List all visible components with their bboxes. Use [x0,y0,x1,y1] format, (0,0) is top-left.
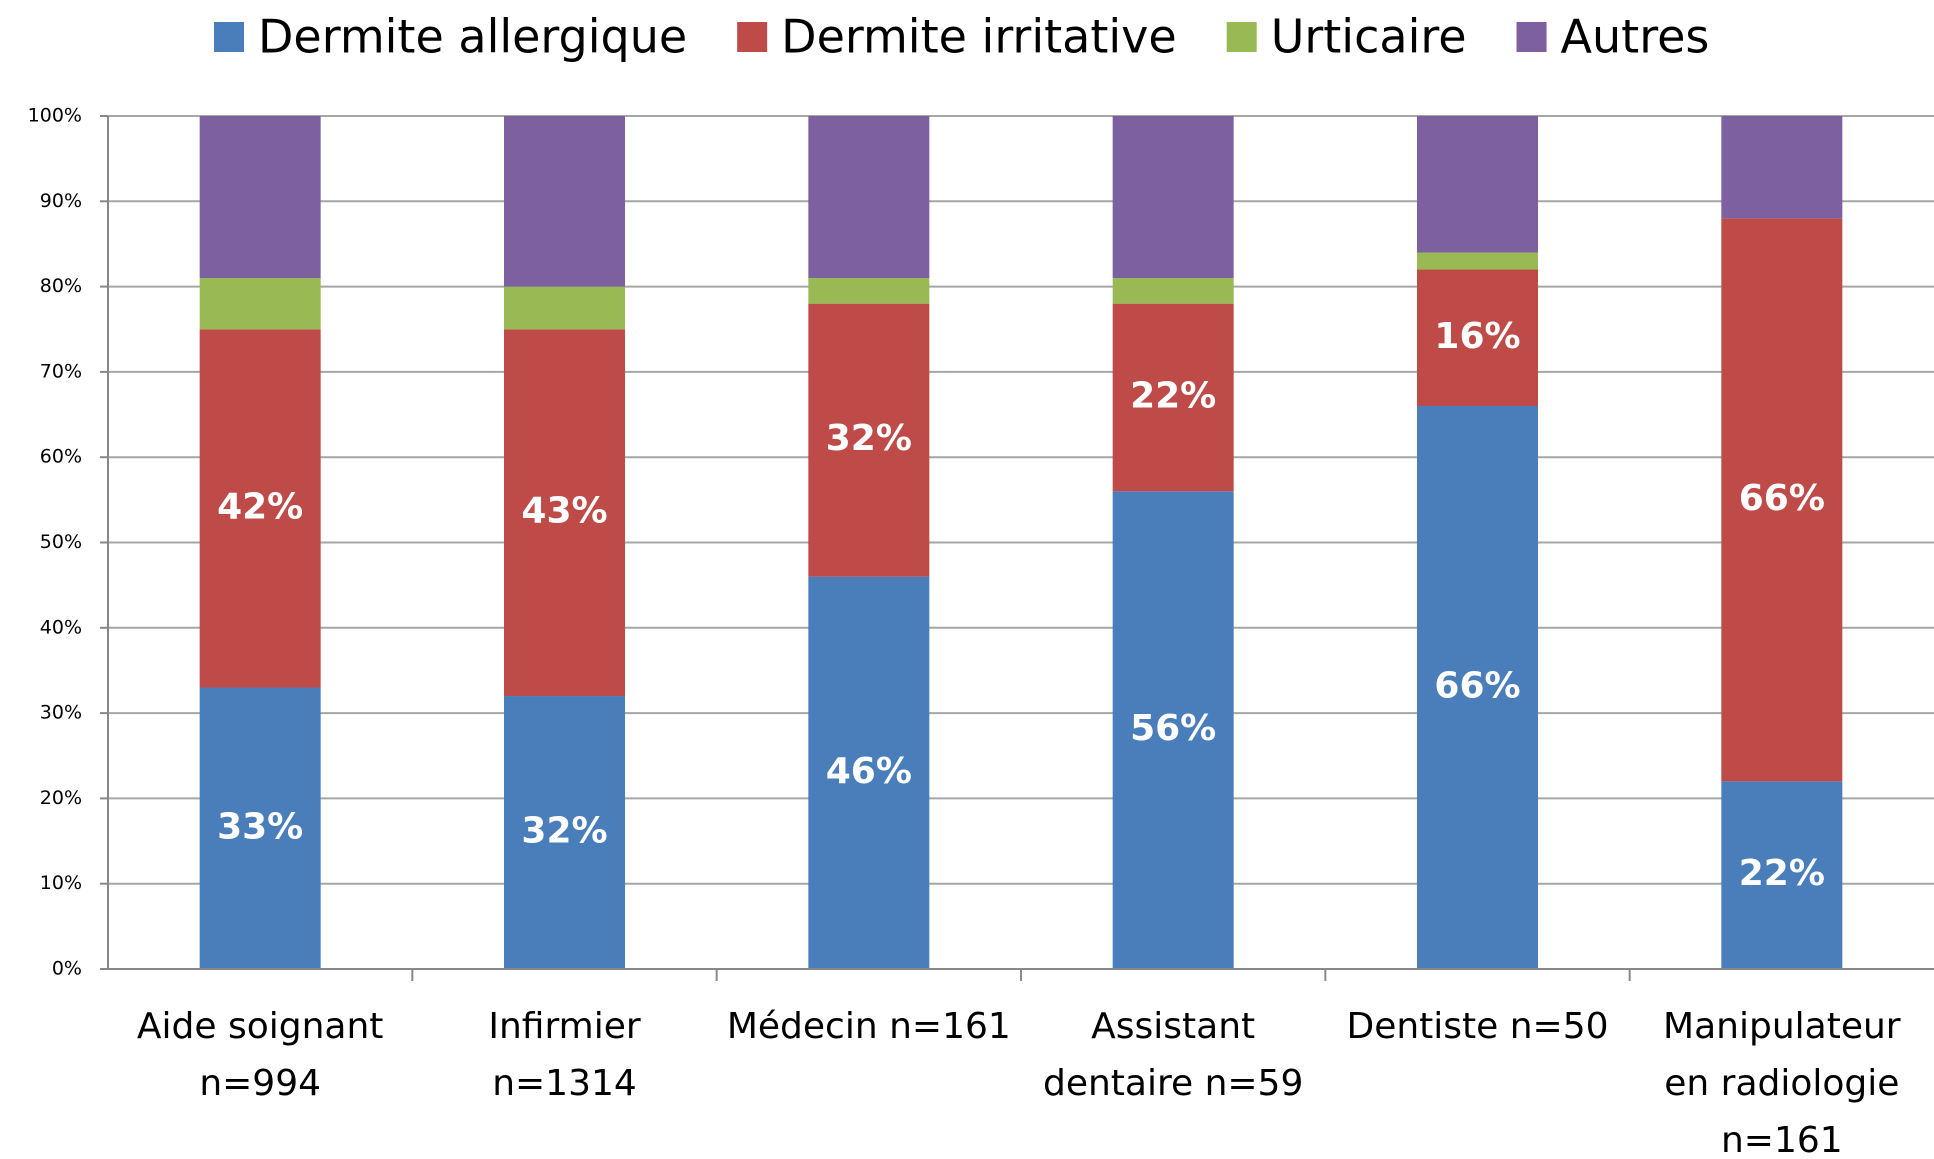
y-tick-label: 40% [40,616,82,638]
bar-segment [1112,303,1234,492]
bar-segment [808,278,930,304]
bar-segment [1112,278,1234,304]
legend-swatch [1516,22,1547,52]
data-label: 32% [521,811,607,852]
bar-segment [1721,218,1843,782]
legend-swatch [1226,22,1257,52]
y-tick-label: 90% [40,190,82,212]
bar-segment [808,576,930,969]
bar-segment [504,286,625,330]
x-tick-label: Assistant dentaire n=59 [1043,1006,1303,1104]
bar-segment [199,116,321,279]
bar-segment [504,329,625,697]
bar-segment [1112,491,1234,969]
y-tick-label: 30% [40,702,82,724]
data-label: 66% [1739,478,1825,519]
x-tick-label: Dentiste n=50 [1346,1006,1608,1047]
data-label: 22% [1739,853,1825,894]
x-tick-label: Infirmier n=1314 [488,1006,640,1104]
y-tick-label: 20% [40,787,82,809]
bar-segment [808,303,930,577]
y-tick-label: 100% [28,105,82,127]
data-label: 22% [1130,375,1216,416]
data-label: 66% [1434,666,1520,707]
legend-label: Autres [1561,10,1710,64]
y-tick-label: 50% [40,531,82,553]
bar-segment [808,116,930,279]
data-label: 33% [217,806,303,847]
y-tick-label: 60% [40,446,82,468]
data-label: 43% [521,491,607,532]
y-tick-label: 80% [40,275,82,297]
x-tick-label: Aide soignant n=994 [137,1006,384,1104]
legend-label: Urticaire [1271,10,1467,64]
legend-swatch [214,22,244,52]
y-tick-label: 0% [52,958,82,980]
y-tick-label: 70% [40,360,82,382]
bar-segment [1417,252,1538,270]
bar-segment [504,116,625,287]
bar-segment [504,696,625,969]
bar-segment [1417,116,1538,253]
bar-segment [1417,269,1538,407]
bar-segment [199,687,321,969]
y-tick-label: 10% [40,872,82,894]
legend-swatch [737,22,768,52]
bar-segment [199,278,321,330]
legend-label: Dermite allergique [258,10,687,64]
data-label: 56% [1130,708,1216,749]
bar-segment [1112,116,1234,279]
bar-segment [199,329,321,688]
x-tick-label: Médecin n=161 [727,1006,1011,1047]
bar-segment [1417,406,1538,969]
data-label: 32% [826,418,912,459]
x-tick-label: Manipulateur en radiologie n=161 [1663,1006,1901,1159]
bar-segment [1721,781,1843,969]
data-label: 16% [1434,316,1520,357]
legend-label: Dermite irritative [781,10,1177,64]
data-label: 42% [217,486,303,527]
bar-segment [1721,116,1843,219]
data-label: 46% [826,751,912,792]
